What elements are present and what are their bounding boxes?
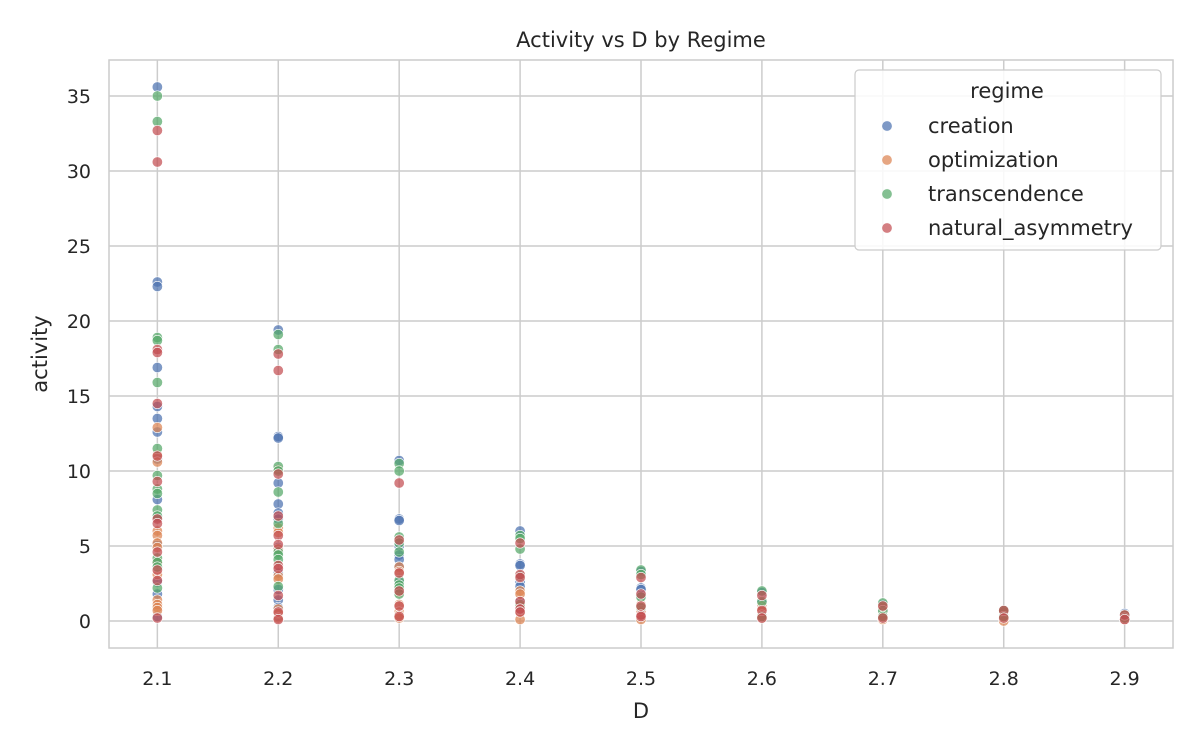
data-point bbox=[151, 280, 163, 292]
x-tick-label: 2.6 bbox=[747, 668, 777, 690]
data-point bbox=[272, 432, 284, 444]
data-point bbox=[151, 397, 163, 409]
data-point bbox=[393, 534, 405, 546]
x-tick-label: 2.7 bbox=[868, 668, 898, 690]
data-point bbox=[151, 475, 163, 487]
data-point bbox=[151, 450, 163, 462]
legend-marker bbox=[881, 120, 893, 132]
legend-label: optimization bbox=[928, 148, 1059, 172]
data-point bbox=[272, 328, 284, 340]
legend: regime creation optimization transcendence… bbox=[854, 69, 1162, 251]
data-point bbox=[635, 571, 647, 583]
data-point bbox=[272, 613, 284, 625]
legend-marker bbox=[881, 222, 893, 234]
data-point bbox=[1119, 613, 1131, 625]
data-point bbox=[756, 612, 768, 624]
legend-marker bbox=[881, 154, 893, 166]
y-tick-label: 20 bbox=[67, 311, 91, 333]
data-point bbox=[151, 90, 163, 102]
legend-title: regime bbox=[970, 79, 1044, 103]
data-point bbox=[272, 562, 284, 574]
data-point bbox=[151, 546, 163, 558]
x-tick-label: 2.5 bbox=[626, 668, 656, 690]
data-point bbox=[272, 510, 284, 522]
legend-marker bbox=[881, 188, 893, 200]
y-tick-label: 30 bbox=[67, 161, 91, 183]
data-point bbox=[514, 571, 526, 583]
y-tick-label: 25 bbox=[67, 236, 91, 258]
data-point bbox=[151, 421, 163, 433]
x-tick-label: 2.8 bbox=[989, 668, 1019, 690]
legend-label: transcendence bbox=[928, 182, 1084, 206]
grid-lines bbox=[109, 60, 1173, 648]
data-point bbox=[393, 546, 405, 558]
data-point bbox=[272, 468, 284, 480]
legend-label: natural_asymmetry bbox=[928, 216, 1133, 241]
x-tick-label: 2.9 bbox=[1110, 668, 1140, 690]
data-point bbox=[393, 465, 405, 477]
plot-frame bbox=[108, 59, 1174, 649]
data-point bbox=[393, 585, 405, 597]
data-point bbox=[393, 600, 405, 612]
y-axis-label: activity bbox=[28, 315, 52, 392]
x-tick-label: 2.2 bbox=[263, 668, 293, 690]
y-tick-label: 5 bbox=[79, 536, 91, 558]
chart-title: Activity vs D by Regime bbox=[516, 28, 766, 52]
series-natural-asymmetry bbox=[151, 125, 1131, 625]
data-point bbox=[151, 361, 163, 373]
x-tick-labels: 2.1 2.2 2.3 2.4 2.5 2.6 2.7 2.8 2.9 bbox=[142, 668, 1139, 690]
x-tick-label: 2.1 bbox=[142, 668, 172, 690]
legend-box bbox=[854, 69, 1162, 251]
y-tick-label: 10 bbox=[67, 461, 91, 483]
legend-label: creation bbox=[928, 114, 1014, 138]
data-point bbox=[877, 600, 889, 612]
data-point bbox=[514, 537, 526, 549]
data-point bbox=[635, 588, 647, 600]
y-tick-labels: 0 5 10 15 20 25 30 35 bbox=[67, 86, 91, 633]
data-point bbox=[151, 564, 163, 576]
data-point bbox=[272, 486, 284, 498]
data-points bbox=[151, 81, 1131, 627]
data-point bbox=[514, 606, 526, 618]
data-point bbox=[151, 346, 163, 358]
data-point bbox=[393, 567, 405, 579]
data-point bbox=[151, 517, 163, 529]
data-point bbox=[151, 612, 163, 624]
data-point bbox=[393, 514, 405, 526]
data-point bbox=[272, 364, 284, 376]
y-tick-label: 35 bbox=[67, 86, 91, 108]
data-point bbox=[877, 612, 889, 624]
data-point bbox=[151, 376, 163, 388]
x-tick-label: 2.4 bbox=[505, 668, 535, 690]
data-point bbox=[756, 589, 768, 601]
data-point bbox=[635, 610, 647, 622]
data-point bbox=[151, 125, 163, 137]
data-point bbox=[393, 610, 405, 622]
data-point bbox=[272, 589, 284, 601]
x-axis-label: D bbox=[633, 699, 649, 723]
y-tick-label: 15 bbox=[67, 386, 91, 408]
y-tick-label: 0 bbox=[79, 611, 91, 633]
x-tick-label: 2.3 bbox=[384, 668, 414, 690]
data-point bbox=[272, 348, 284, 360]
data-point bbox=[393, 477, 405, 489]
data-point bbox=[151, 574, 163, 586]
data-point bbox=[151, 156, 163, 168]
data-point bbox=[998, 612, 1010, 624]
data-point bbox=[151, 487, 163, 499]
data-point bbox=[272, 538, 284, 550]
